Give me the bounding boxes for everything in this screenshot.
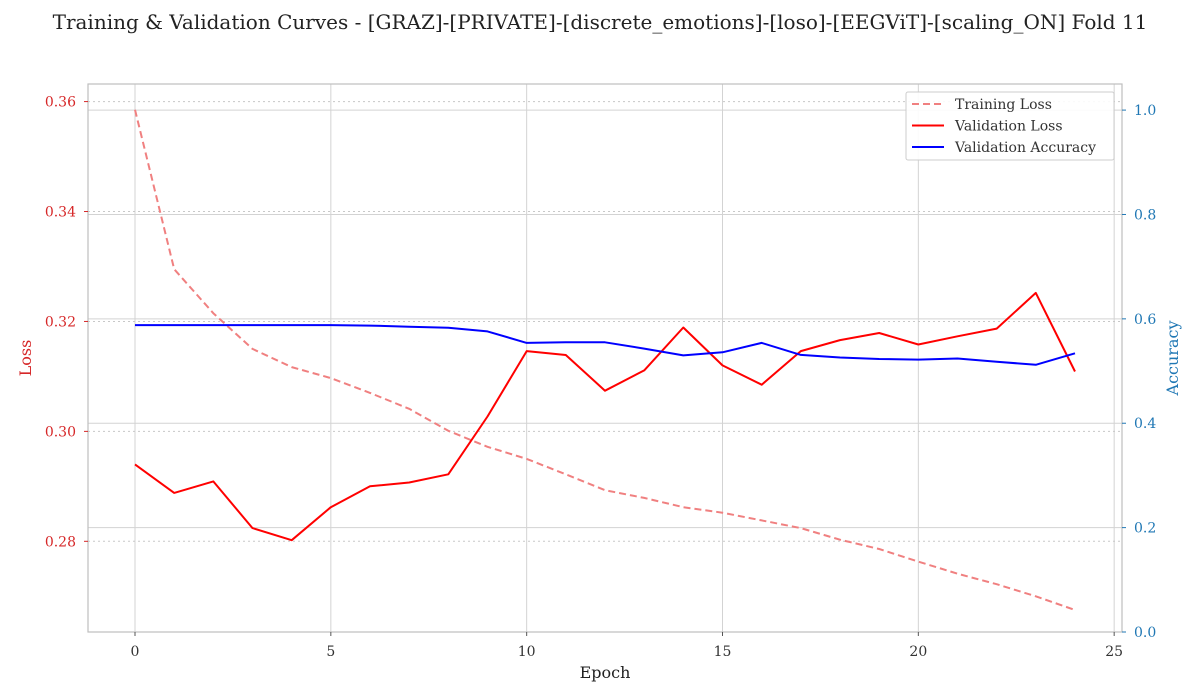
y-left-tick-label: 0.32 <box>45 314 76 330</box>
series-line-validation-accuracy <box>135 324 1076 366</box>
x-tick-label: 0 <box>131 644 140 660</box>
legend-label: Validation Loss <box>954 119 1063 135</box>
x-tick-label: 5 <box>326 644 335 660</box>
series-line-training-loss <box>134 109 1076 611</box>
legend-box <box>905 91 1115 161</box>
y-right-tick-label: 0.8 <box>1134 207 1156 223</box>
x-tick-label: 25 <box>1105 644 1123 660</box>
x-tick-label: 15 <box>714 644 732 660</box>
legend-label: Training Loss <box>955 97 1052 113</box>
x-axis-label: Epoch <box>580 663 631 682</box>
legend-label: Validation Accuracy <box>954 140 1096 156</box>
y-right-tick-label: 0.4 <box>1134 416 1156 432</box>
y-left-tick-label: 0.30 <box>45 424 76 440</box>
y-left-axis-label: Loss <box>16 340 35 377</box>
y-right-tick-label: 0.6 <box>1134 312 1156 328</box>
y-right-axis-label: Accuracy <box>1163 321 1182 397</box>
x-tick-label: 20 <box>909 644 927 660</box>
y-right-tick-label: 1.0 <box>1134 103 1156 119</box>
chart-title: Training & Validation Curves - [GRAZ]-[P… <box>52 10 1148 34</box>
y-right-tick-label: 0.0 <box>1134 625 1156 641</box>
y-left-tick-label: 0.34 <box>45 205 76 221</box>
plot-area <box>88 84 1122 632</box>
series-line-validation-loss <box>134 291 1076 542</box>
x-tick-label: 10 <box>518 644 536 660</box>
y-left-tick-label: 0.28 <box>45 534 76 550</box>
y-left-tick-label: 0.36 <box>45 95 76 111</box>
y-right-tick-label: 0.2 <box>1134 521 1156 537</box>
plot-frame <box>87 83 1123 633</box>
